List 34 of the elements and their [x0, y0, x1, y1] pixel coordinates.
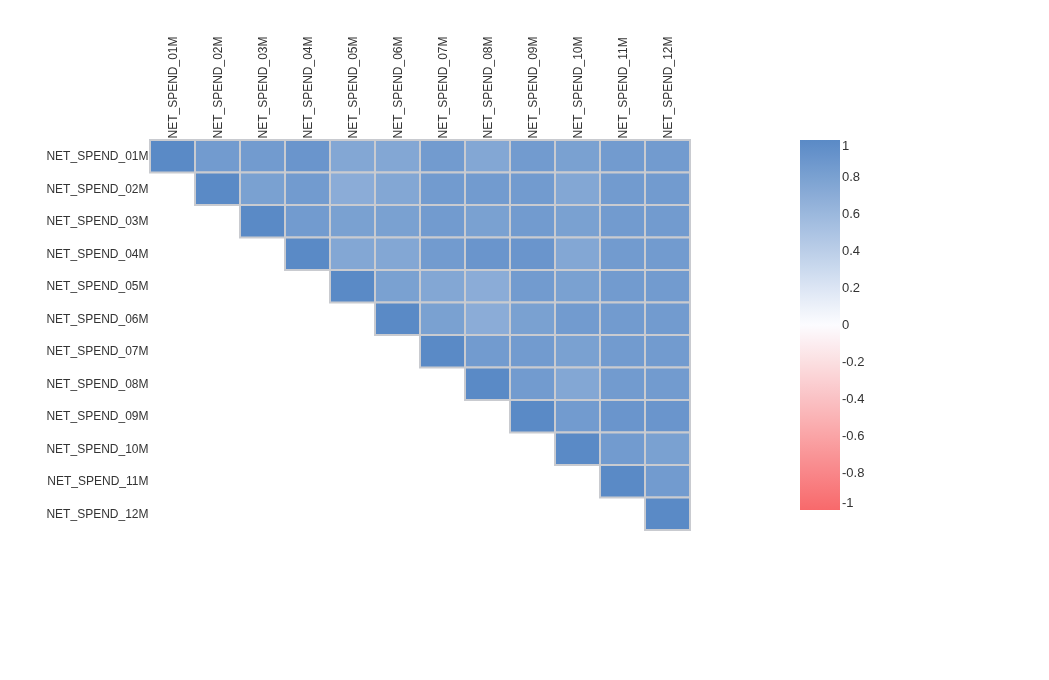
- color-bar-label: 0.6: [842, 206, 861, 221]
- y-tick-label: NET_SPEND_03M: [46, 214, 149, 229]
- color-bar-label: 0.8: [842, 169, 861, 184]
- x-tick-label: NET_SPEND_11M: [615, 37, 630, 139]
- x-tick-label: NET_SPEND_07M: [435, 36, 450, 139]
- color-bar-label: -0.6: [842, 428, 865, 443]
- x-tick-label: NET_SPEND_03M: [255, 36, 270, 139]
- color-bar-label: -0.2: [842, 354, 865, 369]
- y-tick-label: NET_SPEND_07M: [46, 344, 149, 359]
- y-tick-label: NET_SPEND_08M: [46, 376, 149, 391]
- y-tick-label: NET_SPEND_09M: [46, 409, 149, 424]
- x-tick-label: NET_SPEND_04M: [300, 36, 315, 139]
- y-tick-label: NET_SPEND_12M: [46, 506, 149, 521]
- x-tick-label: NET_SPEND_08M: [480, 36, 495, 139]
- y-tick-label: NET_SPEND_01M: [46, 149, 149, 164]
- x-tick-label: NET_SPEND_09M: [525, 36, 540, 139]
- y-tick-label: NET_SPEND_04M: [46, 246, 149, 261]
- color-bar-label: 0.2: [842, 280, 861, 295]
- y-tick-label: NET_SPEND_11M: [47, 474, 149, 489]
- color-bar-label: -0.8: [842, 465, 865, 480]
- y-tick-label: NET_SPEND_05M: [46, 279, 149, 294]
- x-tick-label: NET_SPEND_02M: [210, 36, 225, 139]
- x-tick-label: NET_SPEND_06M: [390, 36, 405, 139]
- x-tick-label: NET_SPEND_05M: [345, 36, 360, 139]
- color-bar-label: 0: [842, 317, 850, 332]
- y-tick-label: NET_SPEND_02M: [46, 181, 149, 196]
- color-bar-label: -0.4: [842, 391, 865, 406]
- y-tick-label: NET_SPEND_10M: [46, 441, 149, 456]
- color-bar-label: -1: [842, 495, 854, 510]
- x-tick-label: NET_SPEND_10M: [570, 36, 585, 139]
- x-tick-label: NET_SPEND_12M: [660, 36, 675, 139]
- color-bar-label: 0.4: [842, 243, 861, 258]
- y-tick-label: NET_SPEND_06M: [46, 311, 149, 326]
- color-bar-label: 1: [842, 138, 850, 153]
